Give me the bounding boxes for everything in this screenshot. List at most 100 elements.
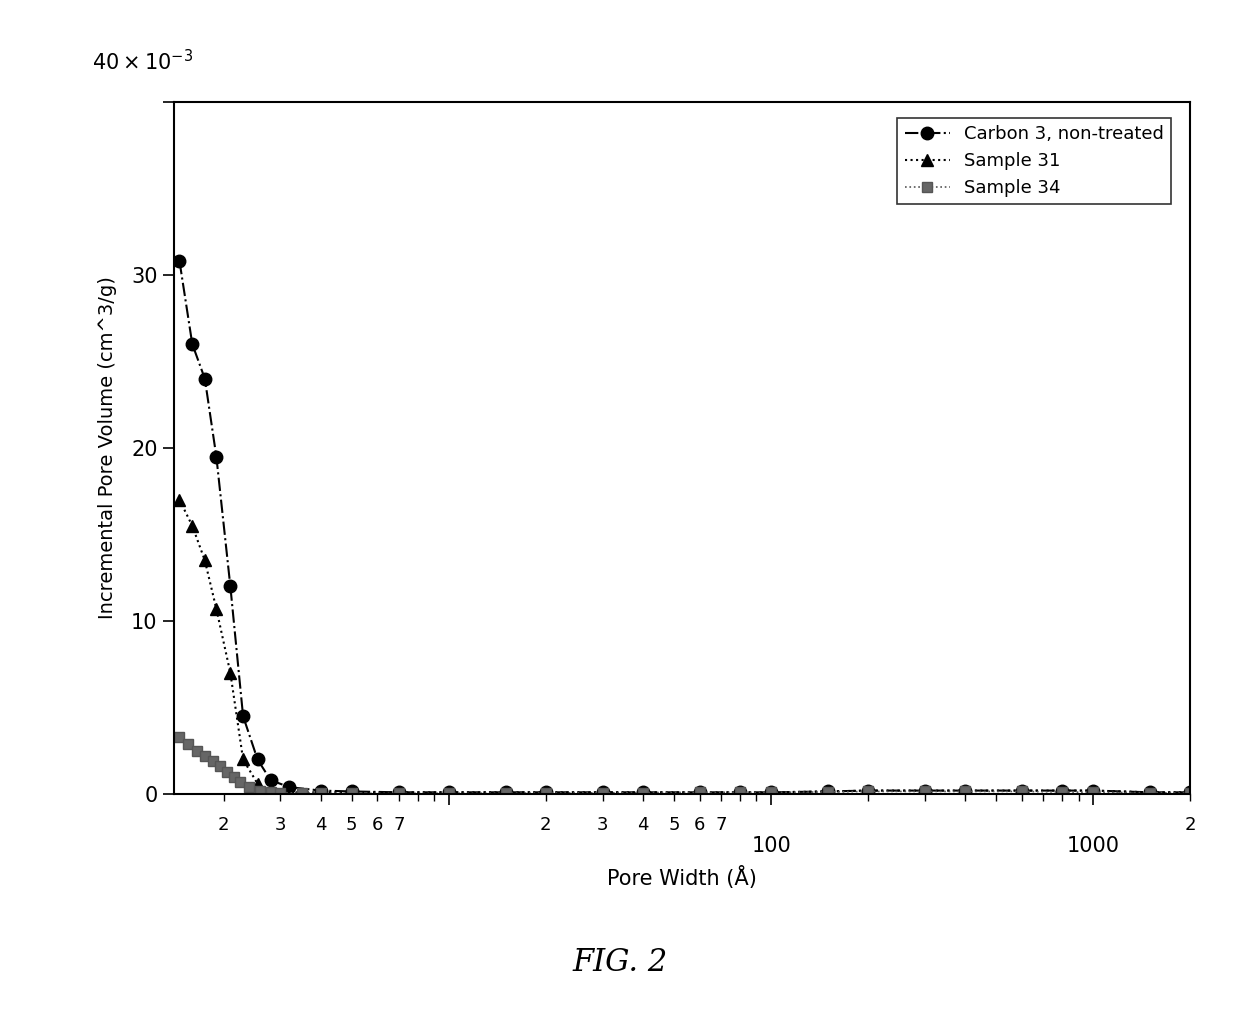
Sample 31	[197, 554, 212, 566]
Text: 5: 5	[346, 816, 357, 835]
Sample 34	[538, 787, 553, 799]
Sample 34	[172, 731, 187, 743]
Text: 3: 3	[596, 816, 609, 835]
Carbon 3, non-treated	[1055, 785, 1070, 797]
Sample 34	[1143, 787, 1158, 799]
Sample 31	[1183, 786, 1198, 798]
Carbon 3, non-treated	[1183, 786, 1198, 798]
Sample 34	[180, 738, 195, 750]
Sample 31	[918, 785, 932, 797]
Carbon 3, non-treated	[918, 785, 932, 797]
Sample 31	[236, 753, 250, 766]
Sample 34	[861, 785, 875, 797]
Sample 31	[1055, 785, 1070, 797]
Text: 1000: 1000	[1066, 836, 1120, 856]
Text: 6: 6	[372, 816, 383, 835]
Sample 31	[692, 786, 707, 798]
Sample 31	[1086, 785, 1101, 797]
Carbon 3, non-treated	[861, 785, 875, 797]
Legend: Carbon 3, non-treated, Sample 31, Sample 34: Carbon 3, non-treated, Sample 31, Sample…	[898, 118, 1172, 205]
Carbon 3, non-treated	[692, 786, 707, 798]
Sample 31	[957, 785, 972, 797]
Sample 34	[1055, 786, 1070, 798]
Text: Pore Width (Å): Pore Width (Å)	[608, 866, 756, 890]
Carbon 3, non-treated	[250, 753, 265, 766]
Sample 31	[208, 603, 223, 615]
Text: 5: 5	[668, 816, 680, 835]
Carbon 3, non-treated	[345, 785, 360, 797]
Carbon 3, non-treated	[821, 785, 836, 797]
Carbon 3, non-treated	[314, 785, 329, 797]
Text: 7: 7	[393, 816, 404, 835]
Sample 34	[233, 776, 248, 788]
Sample 31	[185, 520, 200, 532]
Sample 31	[223, 667, 238, 679]
Carbon 3, non-treated	[236, 711, 250, 723]
Text: $40\times10^{-3}$: $40\times10^{-3}$	[92, 49, 193, 74]
Carbon 3, non-treated	[1014, 785, 1029, 797]
Carbon 3, non-treated	[208, 450, 223, 462]
Sample 34	[1086, 786, 1101, 798]
Sample 34	[190, 745, 205, 757]
Y-axis label: Incremental Pore Volume (cm^3/g): Incremental Pore Volume (cm^3/g)	[98, 277, 118, 619]
Text: 6: 6	[694, 816, 706, 835]
Sample 34	[1183, 787, 1198, 799]
Sample 34	[242, 781, 257, 793]
Text: 4: 4	[315, 816, 326, 835]
Sample 31	[861, 785, 875, 797]
Line: Sample 31: Sample 31	[174, 494, 1197, 798]
Sample 34	[918, 785, 932, 797]
Sample 34	[595, 787, 610, 799]
Carbon 3, non-treated	[281, 781, 296, 793]
Sample 31	[821, 785, 836, 797]
Text: FIG. 2: FIG. 2	[573, 947, 667, 977]
Sample 34	[692, 786, 707, 798]
Carbon 3, non-treated	[223, 580, 238, 592]
Carbon 3, non-treated	[185, 338, 200, 350]
Sample 31	[764, 786, 779, 798]
Sample 31	[1143, 786, 1158, 798]
Sample 34	[957, 785, 972, 797]
Sample 34	[314, 787, 329, 799]
Text: 100: 100	[751, 836, 791, 856]
Sample 31	[733, 786, 748, 798]
Sample 34	[635, 787, 650, 799]
Sample 31	[538, 786, 553, 798]
Text: 2: 2	[218, 816, 229, 835]
Sample 31	[314, 786, 329, 798]
Text: 7: 7	[715, 816, 727, 835]
Carbon 3, non-treated	[498, 786, 513, 798]
Sample 34	[498, 787, 513, 799]
Carbon 3, non-treated	[595, 786, 610, 798]
Sample 34	[212, 760, 227, 773]
Sample 31	[441, 786, 456, 798]
Line: Sample 34: Sample 34	[175, 732, 1195, 798]
Sample 34	[1014, 785, 1029, 797]
Text: 3: 3	[274, 816, 286, 835]
Sample 34	[263, 786, 278, 798]
Carbon 3, non-treated	[764, 786, 779, 798]
Sample 31	[635, 786, 650, 798]
Carbon 3, non-treated	[172, 254, 187, 267]
Sample 34	[273, 787, 288, 799]
Line: Carbon 3, non-treated: Carbon 3, non-treated	[174, 254, 1197, 798]
Sample 34	[205, 755, 219, 768]
Carbon 3, non-treated	[1143, 786, 1158, 798]
Carbon 3, non-treated	[263, 774, 278, 786]
Sample 34	[219, 766, 234, 778]
Sample 31	[250, 778, 265, 790]
Sample 34	[294, 787, 309, 799]
Sample 34	[197, 750, 212, 762]
Carbon 3, non-treated	[197, 373, 212, 385]
Sample 31	[263, 785, 278, 797]
Text: 4: 4	[637, 816, 649, 835]
Carbon 3, non-treated	[538, 786, 553, 798]
Carbon 3, non-treated	[1086, 785, 1101, 797]
Sample 31	[172, 494, 187, 506]
Carbon 3, non-treated	[392, 786, 407, 798]
Sample 31	[1014, 785, 1029, 797]
Text: 2: 2	[1184, 816, 1197, 835]
Sample 34	[821, 786, 836, 798]
Carbon 3, non-treated	[957, 785, 972, 797]
Sample 31	[498, 786, 513, 798]
